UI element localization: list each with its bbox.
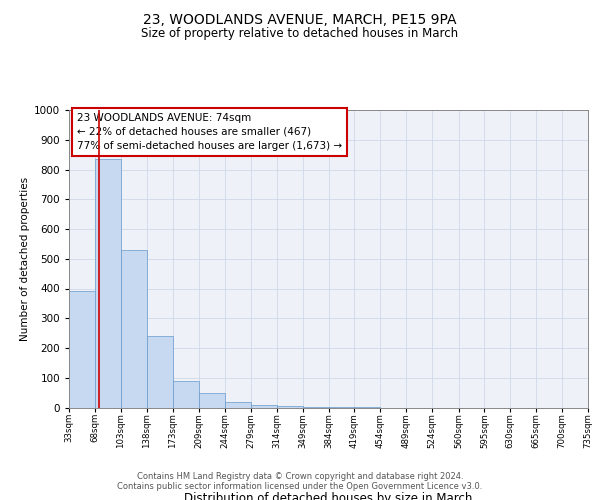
Bar [69,292,95,408]
Bar [302,406,329,408]
Text: 23 WOODLANDS AVENUE: 74sqm
← 22% of detached houses are smaller (467)
77% of sem: 23 WOODLANDS AVENUE: 74sqm ← 22% of deta… [77,113,342,151]
Bar [146,336,173,407]
Bar [251,404,277,407]
Bar [95,159,121,408]
Bar [225,402,251,407]
Text: Size of property relative to detached houses in March: Size of property relative to detached ho… [142,28,458,40]
Y-axis label: Number of detached properties: Number of detached properties [20,176,29,341]
Text: Contains HM Land Registry data © Crown copyright and database right 2024.
Contai: Contains HM Land Registry data © Crown c… [118,472,482,491]
Bar [199,392,225,407]
X-axis label: Distribution of detached houses by size in March: Distribution of detached houses by size … [184,492,473,500]
Bar [121,250,146,408]
Bar [329,407,355,408]
Bar [173,380,199,407]
Bar [277,406,302,407]
Text: 23, WOODLANDS AVENUE, MARCH, PE15 9PA: 23, WOODLANDS AVENUE, MARCH, PE15 9PA [143,12,457,26]
